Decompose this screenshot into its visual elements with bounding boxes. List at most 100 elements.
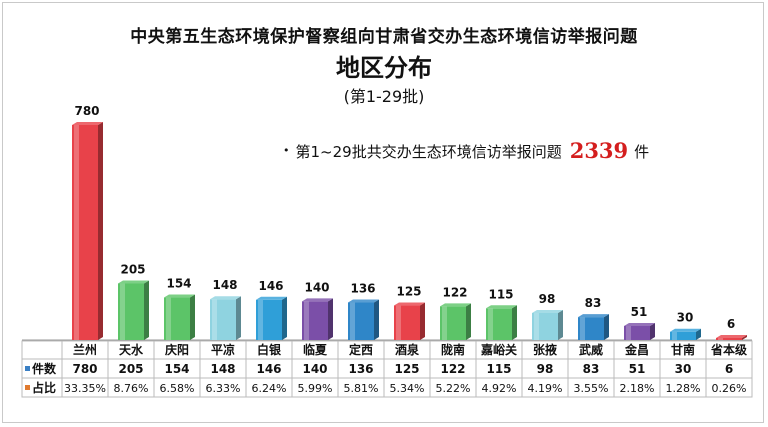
percent-cell: 5.81% — [344, 382, 379, 395]
bar-highlight — [258, 299, 263, 340]
category-label: 酒泉 — [395, 342, 420, 357]
summary-text: 第1~29批共交办生态环境信访举报问题 — [295, 143, 562, 161]
bar-top — [256, 296, 287, 300]
category-label: 陇南 — [441, 342, 465, 357]
count-cell: 205 — [118, 362, 143, 376]
bar-highlight — [672, 331, 677, 340]
count-cell: 125 — [394, 362, 419, 376]
percent-cell: 6.58% — [160, 382, 195, 395]
bar-top — [440, 303, 471, 307]
count-cell: 146 — [256, 362, 281, 376]
bar — [716, 338, 742, 340]
percent-cell: 5.22% — [436, 382, 471, 395]
count-cell: 30 — [675, 362, 692, 376]
percent-cell: 5.99% — [298, 382, 333, 395]
category-label: 定西 — [349, 342, 373, 357]
category-label: 兰州 — [73, 342, 97, 357]
bar-side — [374, 299, 379, 340]
percent-row-label: 占比 — [25, 379, 56, 396]
bar-value-label: 154 — [166, 277, 191, 291]
bar-value-label: 140 — [304, 280, 329, 294]
bar-value-label: 83 — [585, 296, 602, 310]
bar-top — [210, 296, 241, 300]
bar-top — [72, 122, 103, 125]
percent-cell: 6.33% — [206, 382, 241, 395]
bar-top — [578, 314, 609, 318]
bar-value-label: 122 — [442, 285, 467, 299]
bar-value-label: 6 — [727, 317, 735, 331]
category-label: 天水 — [119, 342, 144, 357]
bar-top — [302, 298, 333, 302]
count-cell: 98 — [537, 362, 554, 376]
summary-total: 2339 — [569, 138, 629, 163]
bar-top — [164, 294, 195, 298]
bullet-icon: • — [283, 144, 290, 157]
bar-top — [670, 328, 701, 332]
bar-highlight — [626, 325, 631, 340]
bar-side — [696, 328, 701, 340]
percent-cell: 4.19% — [528, 382, 563, 395]
count-cell: 122 — [440, 362, 465, 376]
chart-subtitle: 地区分布 — [336, 54, 432, 82]
bar-side — [742, 335, 747, 340]
bar-side — [328, 298, 333, 340]
bar-top — [348, 299, 379, 303]
bar-side — [604, 314, 609, 340]
category-label: 金昌 — [624, 342, 649, 357]
count-cell: 115 — [486, 362, 511, 376]
category-label: 平凉 — [211, 342, 235, 357]
summary-note: • 第1~29批共交办生态环境信访举报问题 2339 件 — [283, 138, 649, 163]
bar-highlight — [166, 297, 171, 340]
count-cell: 83 — [583, 362, 600, 376]
bar-value-label: 30 — [677, 311, 694, 325]
bar-highlight — [442, 306, 447, 340]
bar-value-label: 125 — [396, 285, 421, 299]
bar-value-label: 136 — [350, 282, 375, 296]
count-cell: 136 — [348, 362, 373, 376]
bar-side — [144, 280, 149, 340]
category-label: 临夏 — [303, 342, 328, 357]
percent-cell: 33.35% — [64, 382, 106, 395]
bar-value-label: 51 — [631, 305, 648, 319]
bar-side — [512, 305, 517, 340]
percent-cell: 1.28% — [666, 382, 701, 395]
bar-highlight — [488, 308, 493, 340]
chart-title: 中央第五生态环境保护督察组向甘肃省交办生态环境信访举报问题 — [130, 27, 638, 47]
bar-side — [190, 294, 195, 340]
bar-top — [716, 335, 747, 338]
count-row-text: 件数 — [32, 362, 57, 376]
count-cell: 154 — [164, 362, 189, 376]
category-label: 武威 — [579, 342, 603, 357]
bar-value-label: 780 — [74, 104, 99, 118]
percent-cell: 3.55% — [574, 382, 609, 395]
bar-top — [118, 280, 149, 284]
percent-cell: 0.26% — [712, 382, 747, 395]
category-label: 甘南 — [671, 342, 695, 357]
category-label: 嘉峪关 — [480, 342, 517, 357]
bar-top — [394, 302, 425, 306]
bar-side — [236, 296, 241, 340]
bar-value-label: 148 — [212, 278, 237, 292]
bar-highlight — [718, 338, 723, 340]
bar-highlight — [350, 302, 355, 340]
percent-row-text: 占比 — [32, 381, 57, 395]
bar-highlight — [212, 299, 217, 340]
bar-side — [650, 322, 655, 340]
count-cell: 6 — [725, 362, 733, 376]
bar-value-label: 115 — [488, 287, 513, 301]
batch-range-label: (第1-29批) — [343, 87, 425, 106]
percent-row-marker — [25, 385, 30, 390]
count-cell: 148 — [210, 362, 235, 376]
bar-highlight — [304, 301, 309, 340]
bar-value-label: 146 — [258, 279, 283, 293]
bar-value-label: 205 — [120, 262, 145, 276]
bar-top — [486, 305, 517, 309]
percent-cell: 6.24% — [252, 382, 287, 395]
bar-top — [624, 322, 655, 326]
bar-highlight — [580, 317, 585, 340]
bar-side — [98, 122, 103, 340]
chart-frame — [2, 2, 764, 423]
bar-highlight — [74, 125, 79, 340]
bar — [670, 331, 696, 340]
count-row-marker — [25, 366, 30, 371]
